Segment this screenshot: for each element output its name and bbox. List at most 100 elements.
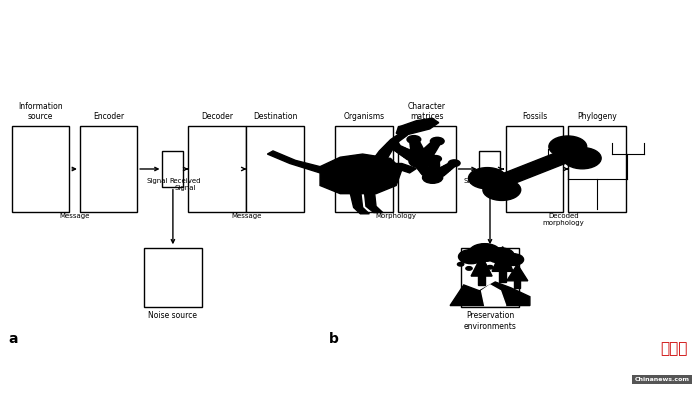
Circle shape: [430, 156, 442, 162]
Circle shape: [402, 151, 416, 159]
Circle shape: [458, 250, 484, 264]
Bar: [506, 126, 564, 212]
Bar: [80, 126, 137, 212]
Circle shape: [440, 166, 451, 172]
Circle shape: [426, 144, 438, 151]
Circle shape: [430, 160, 440, 165]
Text: Character
matrices: Character matrices: [408, 102, 446, 121]
Bar: [335, 126, 393, 212]
Circle shape: [429, 163, 440, 169]
Circle shape: [428, 165, 440, 171]
Circle shape: [458, 263, 463, 266]
Text: Signal: Signal: [147, 178, 168, 184]
Circle shape: [410, 158, 421, 165]
Circle shape: [427, 168, 440, 176]
Circle shape: [418, 151, 433, 159]
Circle shape: [420, 149, 435, 157]
Circle shape: [419, 166, 430, 173]
Bar: [398, 126, 456, 212]
Circle shape: [466, 267, 472, 270]
Circle shape: [443, 165, 453, 170]
Bar: [246, 126, 304, 212]
Circle shape: [412, 159, 419, 163]
Circle shape: [450, 161, 458, 165]
Polygon shape: [450, 282, 530, 306]
Circle shape: [411, 149, 425, 156]
Text: Decoder: Decoder: [201, 112, 233, 121]
Text: Morphology: Morphology: [375, 213, 416, 219]
Circle shape: [410, 137, 419, 142]
Circle shape: [445, 163, 454, 169]
Circle shape: [469, 244, 500, 261]
Circle shape: [413, 161, 421, 165]
Circle shape: [409, 154, 433, 168]
Circle shape: [564, 148, 601, 169]
Circle shape: [433, 170, 445, 177]
Circle shape: [423, 172, 442, 183]
Circle shape: [393, 146, 404, 152]
Text: Noise source: Noise source: [148, 311, 197, 320]
Circle shape: [410, 141, 421, 147]
Circle shape: [500, 268, 505, 272]
Polygon shape: [396, 118, 439, 135]
Polygon shape: [349, 189, 370, 214]
Circle shape: [549, 136, 587, 157]
Circle shape: [430, 162, 440, 167]
Polygon shape: [374, 132, 407, 158]
Circle shape: [432, 157, 440, 161]
Circle shape: [398, 148, 410, 155]
Circle shape: [421, 169, 434, 176]
Circle shape: [420, 168, 432, 174]
Text: a: a: [8, 332, 18, 346]
Circle shape: [414, 162, 424, 167]
Text: Organisms: Organisms: [344, 112, 384, 121]
Text: 中新网: 中新网: [660, 341, 687, 356]
Bar: [480, 151, 500, 187]
Circle shape: [428, 142, 439, 148]
Circle shape: [407, 136, 421, 143]
Circle shape: [395, 147, 407, 153]
Circle shape: [476, 270, 482, 274]
Circle shape: [487, 248, 514, 263]
Text: Preservation
environments: Preservation environments: [463, 311, 517, 331]
Bar: [162, 151, 183, 187]
Circle shape: [416, 163, 426, 169]
Text: Message: Message: [60, 213, 90, 219]
Circle shape: [386, 142, 400, 149]
Bar: [479, 275, 484, 285]
Circle shape: [483, 179, 521, 200]
Polygon shape: [364, 185, 383, 213]
Circle shape: [417, 165, 428, 171]
Circle shape: [428, 167, 440, 174]
Text: b: b: [329, 332, 339, 346]
Text: Information
source: Information source: [18, 102, 63, 121]
Circle shape: [424, 146, 437, 152]
Circle shape: [411, 147, 424, 154]
Polygon shape: [471, 255, 492, 276]
Bar: [514, 280, 520, 288]
Polygon shape: [482, 145, 588, 192]
Polygon shape: [391, 163, 416, 173]
Circle shape: [435, 169, 447, 175]
Bar: [144, 248, 202, 307]
Polygon shape: [320, 154, 402, 194]
Circle shape: [410, 145, 423, 152]
Polygon shape: [492, 247, 513, 271]
Circle shape: [389, 143, 398, 148]
Text: Received
Signal: Received Signal: [169, 178, 201, 191]
Bar: [188, 126, 246, 212]
Circle shape: [448, 160, 460, 167]
Text: Phylogeny: Phylogeny: [578, 112, 617, 121]
Circle shape: [430, 137, 444, 145]
Bar: [568, 126, 626, 212]
Text: Chinanews.com: Chinanews.com: [634, 377, 690, 382]
Text: Destination: Destination: [253, 112, 298, 121]
Circle shape: [438, 167, 449, 174]
Circle shape: [405, 152, 420, 161]
Circle shape: [503, 254, 524, 266]
Polygon shape: [482, 285, 505, 306]
Text: Encoder: Encoder: [93, 112, 124, 121]
Circle shape: [411, 151, 426, 159]
Circle shape: [410, 139, 419, 144]
Circle shape: [468, 167, 506, 189]
